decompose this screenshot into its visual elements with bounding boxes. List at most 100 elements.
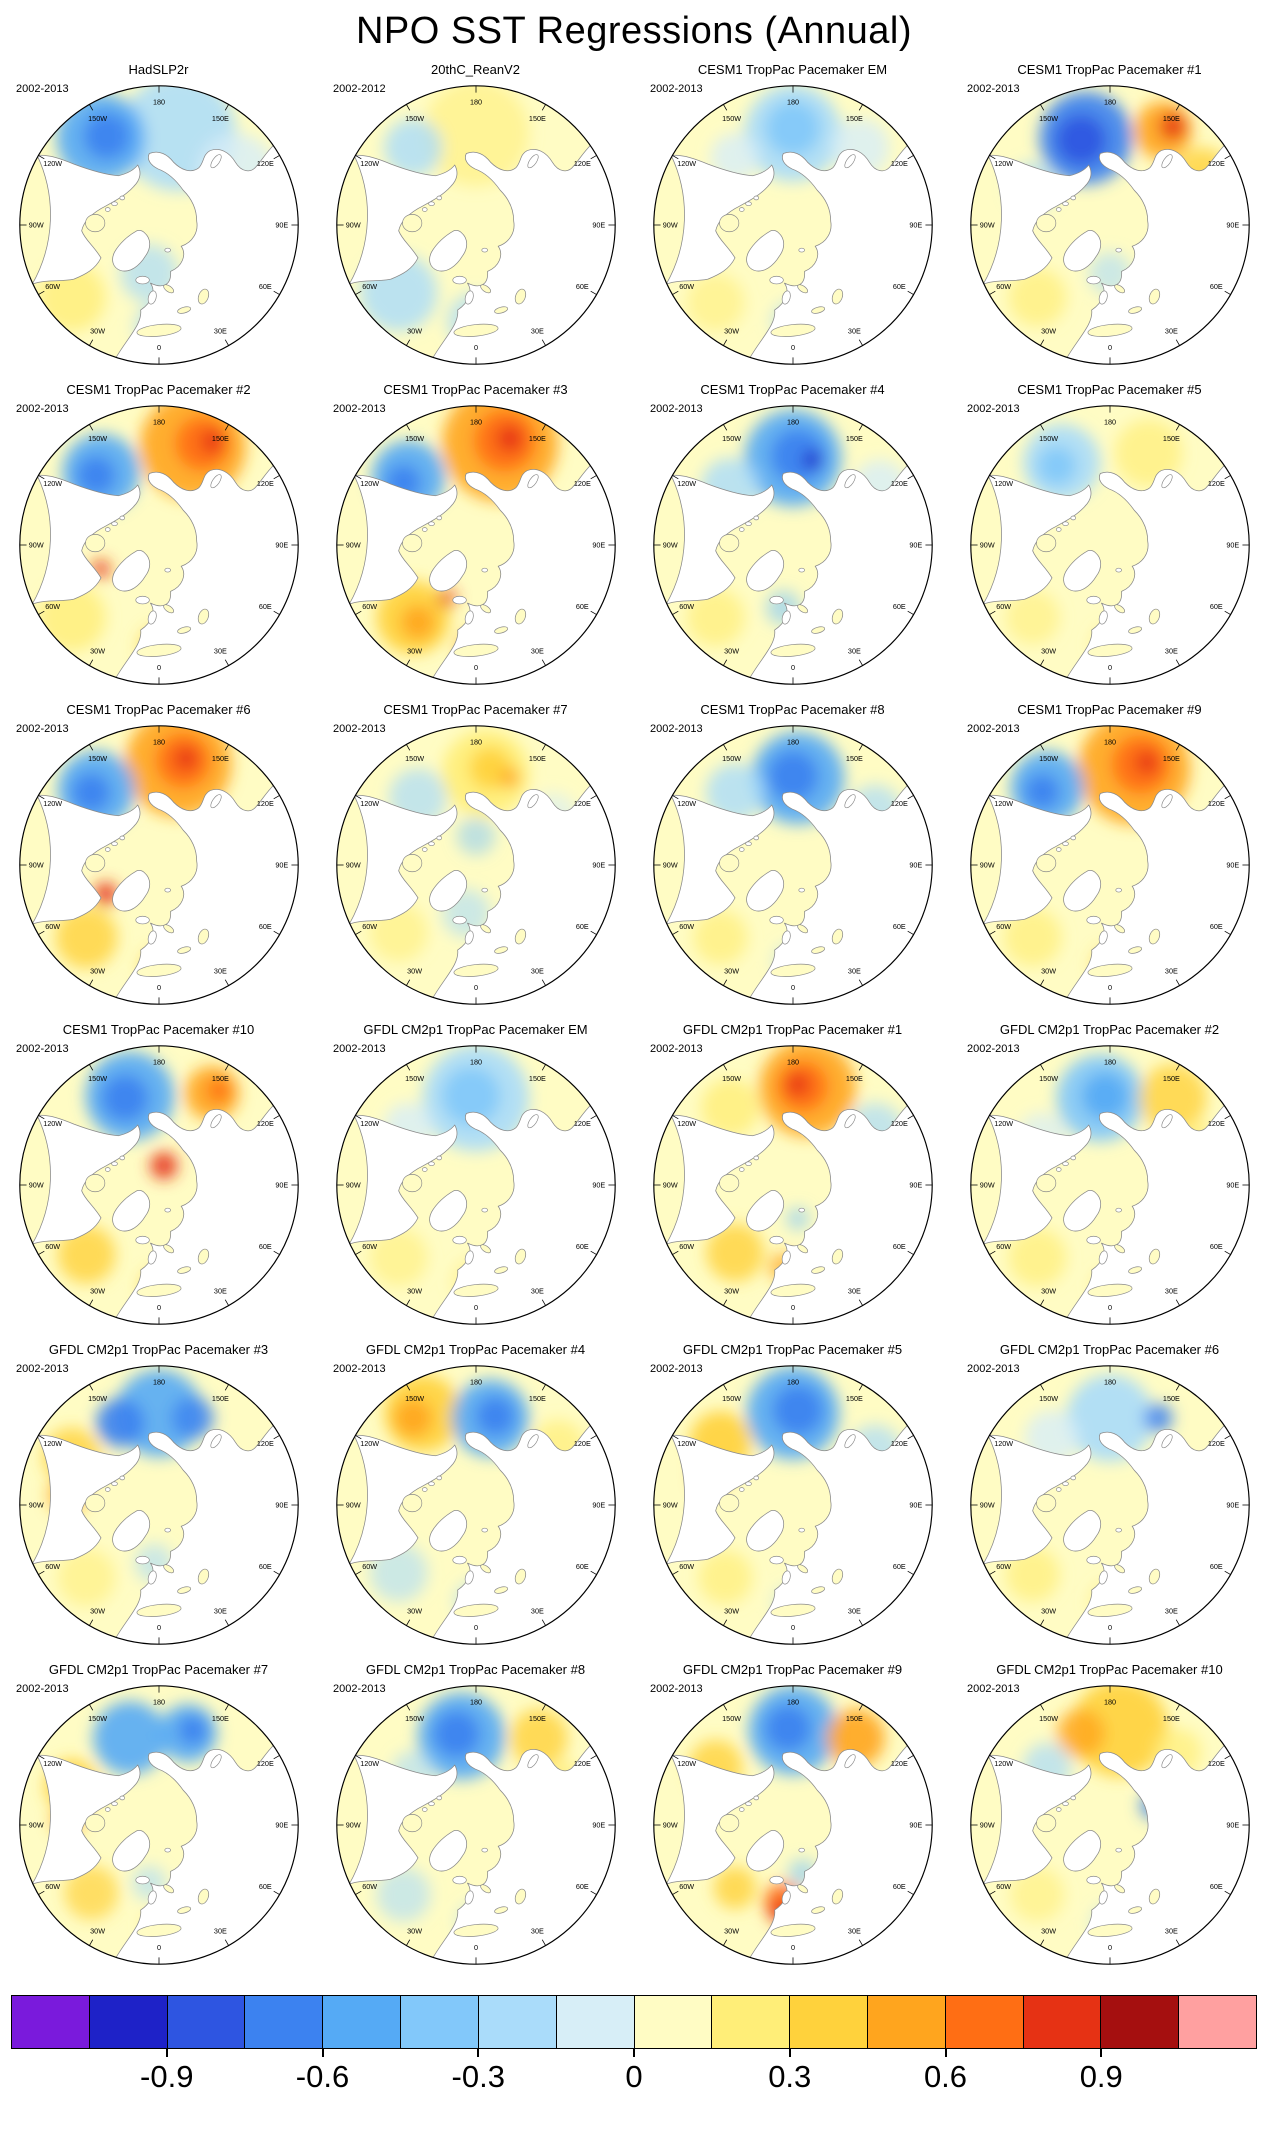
lon-tick <box>224 744 229 751</box>
lon-label: 90W <box>979 540 994 549</box>
lon-tick <box>405 1299 410 1306</box>
lon-label: 120E <box>890 479 907 488</box>
lon-tick <box>1175 744 1180 751</box>
lon-label: 60E <box>575 922 588 931</box>
lon-tick <box>224 1704 229 1711</box>
map-panel: GFDL CM2p1 TropPac Pacemaker #2 180 150E 12… <box>951 1019 1268 1339</box>
lon-label: 60E <box>1209 282 1222 291</box>
panel-title: CESM1 TropPac Pacemaker #6 <box>66 702 251 717</box>
lon-label: 120E <box>573 1119 590 1128</box>
lon-tick <box>37 1755 45 1760</box>
lon-tick <box>1223 1890 1231 1895</box>
sst-field <box>336 85 615 365</box>
lon-tick <box>37 155 45 160</box>
lon-label: 180 <box>1103 738 1115 747</box>
sst-field <box>970 85 1249 365</box>
lon-label: 0 <box>156 1303 160 1312</box>
lon-label: 120W <box>677 479 696 488</box>
panel-title: GFDL CM2p1 TropPac Pacemaker #5 <box>682 1342 903 1357</box>
lon-tick <box>858 339 863 346</box>
lon-tick <box>906 1115 914 1120</box>
lon-tick <box>1223 1570 1231 1575</box>
lon-tick <box>589 475 597 480</box>
lon-tick <box>1223 610 1231 615</box>
lon-label: 60E <box>575 1562 588 1571</box>
lon-label: 30E <box>847 1287 860 1296</box>
lon-tick <box>722 1299 727 1306</box>
panel-year-range: 2002-2013 <box>650 83 703 95</box>
colorbar-tick <box>321 2049 324 2057</box>
lon-tick <box>671 1890 679 1895</box>
map-panel: GFDL CM2p1 TropPac Pacemaker #6 180 150E 12… <box>951 1339 1268 1659</box>
lon-label: 90E <box>275 1180 288 1189</box>
lon-label: 30W <box>1041 967 1056 976</box>
lon-label: 150W <box>1039 1074 1058 1083</box>
colorbar-segment <box>1101 1996 1180 2048</box>
lon-tick <box>858 1939 863 1946</box>
map-panel: CESM1 TropPac Pacemaker #2 180 150E 120E 90E… <box>0 379 317 699</box>
colorbar-segment <box>1023 1996 1102 2048</box>
inland-sea <box>84 214 209 337</box>
lon-tick <box>224 979 229 986</box>
panel-year-range: 2002-2013 <box>650 403 703 415</box>
lon-label: 150E <box>845 1074 862 1083</box>
colorbar-segment <box>867 1996 946 2048</box>
lon-label: 150W <box>88 1714 107 1723</box>
panel-title: CESM1 TropPac Pacemaker #9 <box>1017 702 1202 717</box>
lon-label: 30E <box>530 327 543 336</box>
lon-label: 90E <box>909 1820 922 1829</box>
lon-label: 60W <box>996 1882 1011 1891</box>
panel-year-range: 2002-2013 <box>16 1363 69 1375</box>
lon-tick <box>906 155 914 160</box>
lon-label: 150E <box>845 114 862 123</box>
panel-title: CESM1 TropPac Pacemaker #1 <box>1017 62 1202 77</box>
lon-label: 60W <box>679 1242 694 1251</box>
lon-label: 90W <box>662 860 677 869</box>
lon-tick <box>354 155 362 160</box>
lon-tick <box>1175 1704 1180 1711</box>
lon-label: 150W <box>1039 1714 1058 1723</box>
sst-field <box>653 405 932 685</box>
lon-tick <box>858 104 863 111</box>
lon-tick <box>722 104 727 111</box>
lon-label: 180 <box>786 1698 798 1707</box>
lon-tick <box>37 475 45 480</box>
sst-field <box>19 405 298 685</box>
sst-field <box>19 1685 298 1965</box>
polar-map: 180 150E 120E 90E 60E 30E 0 30W 60W 90W 120W 150W <box>18 1045 299 1325</box>
lon-tick <box>541 979 546 986</box>
coastline-land <box>665 784 932 1005</box>
lon-label: 30E <box>847 967 860 976</box>
inland-sea <box>401 854 526 977</box>
inland-sea <box>84 854 209 977</box>
lon-label: 30E <box>1164 327 1177 336</box>
lon-label: 120E <box>890 1439 907 1448</box>
lon-tick <box>354 475 362 480</box>
lon-label: 150W <box>88 1074 107 1083</box>
lon-tick <box>671 1570 679 1575</box>
lon-label: 90W <box>662 540 677 549</box>
lon-tick <box>1175 1619 1180 1626</box>
map-panel: GFDL CM2p1 TropPac Pacemaker #9 180 150E 12… <box>634 1659 951 1979</box>
polar-map: 180 150E 120E 90E 60E 30E 0 30W 60W 90W 120W 150W <box>652 85 933 365</box>
lon-tick <box>1039 659 1044 666</box>
lon-label: 60E <box>258 602 271 611</box>
lon-label: 90E <box>909 540 922 549</box>
lon-tick <box>1175 1299 1180 1306</box>
panel-title: GFDL CM2p1 TropPac Pacemaker EM <box>363 1022 588 1037</box>
lon-label: 120E <box>1207 479 1224 488</box>
lon-label: 150W <box>88 114 107 123</box>
lon-label: 150E <box>211 1074 228 1083</box>
lon-label: 60E <box>575 282 588 291</box>
coastline-land <box>665 1424 932 1645</box>
inland-sea <box>401 1494 526 1617</box>
inland-sea <box>1035 1494 1160 1617</box>
lon-tick <box>224 424 229 431</box>
lon-tick <box>541 1384 546 1391</box>
lon-tick <box>405 104 410 111</box>
lon-label: 180 <box>786 418 798 427</box>
lon-tick <box>354 610 362 615</box>
polar-map: 180 150E 120E 90E 60E 30E 0 30W 60W 90W 120W 150W <box>335 1365 616 1645</box>
lon-label: 30W <box>407 327 422 336</box>
